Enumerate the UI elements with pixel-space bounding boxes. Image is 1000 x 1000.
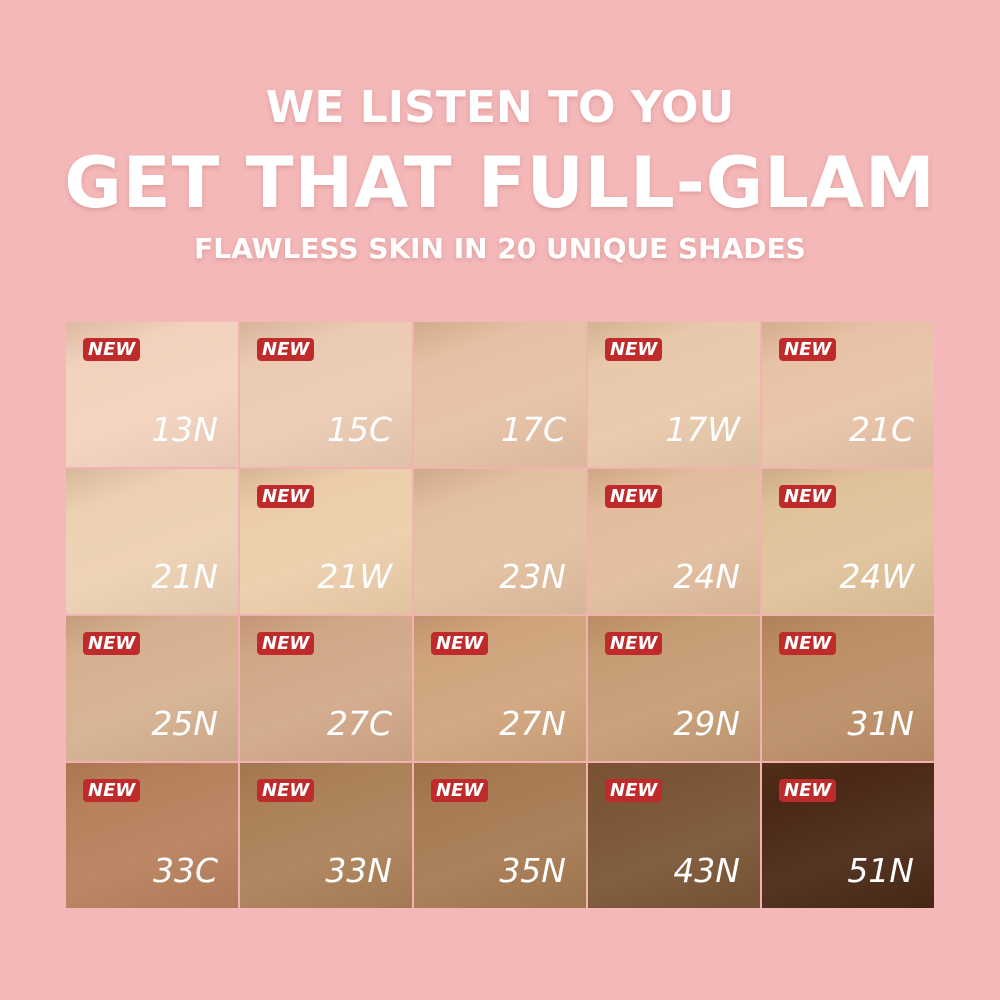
shade-name: 24W <box>839 557 914 596</box>
shade-swatch: NEW 21C <box>762 322 934 467</box>
headline-title: GET THAT FULL-GLAM <box>64 142 936 224</box>
shade-grid: NEW 13N NEW 15C 17C NEW 17W NEW 21C 21N NEW 21W 23N N… <box>66 322 934 908</box>
shade-swatch: NEW 25N <box>66 616 238 761</box>
new-badge: NEW <box>431 632 489 655</box>
shade-swatch: 23N <box>414 469 586 614</box>
shade-name: 15C <box>326 410 392 449</box>
shade-name: 21W <box>317 557 392 596</box>
new-badge: NEW <box>257 485 315 508</box>
new-badge: NEW <box>779 779 837 802</box>
new-badge: NEW <box>431 779 489 802</box>
new-badge: NEW <box>605 632 663 655</box>
shade-swatch: NEW 15C <box>240 322 412 467</box>
shade-name: 33N <box>325 851 392 890</box>
shade-swatch: NEW 29N <box>588 616 760 761</box>
shade-name: 33C <box>152 851 218 890</box>
shade-swatch: NEW 21W <box>240 469 412 614</box>
shade-name: 25N <box>151 704 218 743</box>
shade-name: 21N <box>151 557 218 596</box>
shade-swatch: NEW 24N <box>588 469 760 614</box>
new-badge: NEW <box>257 779 315 802</box>
new-badge: NEW <box>83 338 141 361</box>
shade-swatch: 21N <box>66 469 238 614</box>
headline-line-1: WE LISTEN TO YOU <box>265 82 735 133</box>
shade-name: 24N <box>673 557 740 596</box>
new-badge: NEW <box>257 632 315 655</box>
shade-swatch: NEW 31N <box>762 616 934 761</box>
shade-name: 43N <box>673 851 740 890</box>
new-badge: NEW <box>779 338 837 361</box>
shade-swatch: NEW 13N <box>66 322 238 467</box>
new-badge: NEW <box>779 485 837 508</box>
new-badge: NEW <box>605 485 663 508</box>
new-badge: NEW <box>83 632 141 655</box>
shade-swatch: NEW 43N <box>588 763 760 908</box>
shade-name: 27N <box>499 704 566 743</box>
shade-name: 23N <box>499 557 566 596</box>
shade-name: 29N <box>673 704 740 743</box>
headline-subtitle: FLAWLESS SKIN IN 20 UNIQUE SHADES <box>194 232 806 265</box>
shade-name: 35N <box>499 851 566 890</box>
new-badge: NEW <box>257 338 315 361</box>
shade-swatch: NEW 27C <box>240 616 412 761</box>
shade-name: 31N <box>847 704 914 743</box>
shade-swatch: NEW 33N <box>240 763 412 908</box>
shade-name: 17W <box>665 410 740 449</box>
shade-swatch: NEW 17W <box>588 322 760 467</box>
shade-name: 17C <box>500 410 566 449</box>
new-badge: NEW <box>779 632 837 655</box>
shade-swatch: NEW 24W <box>762 469 934 614</box>
shade-swatch: NEW 51N <box>762 763 934 908</box>
shade-swatch: NEW 27N <box>414 616 586 761</box>
shade-swatch: NEW 35N <box>414 763 586 908</box>
shade-swatch: 17C <box>414 322 586 467</box>
shade-name: 51N <box>847 851 914 890</box>
new-badge: NEW <box>83 779 141 802</box>
new-badge: NEW <box>605 338 663 361</box>
shade-name: 21C <box>848 410 914 449</box>
shade-name: 27C <box>326 704 392 743</box>
new-badge: NEW <box>605 779 663 802</box>
shade-name: 13N <box>151 410 218 449</box>
shade-swatch: NEW 33C <box>66 763 238 908</box>
